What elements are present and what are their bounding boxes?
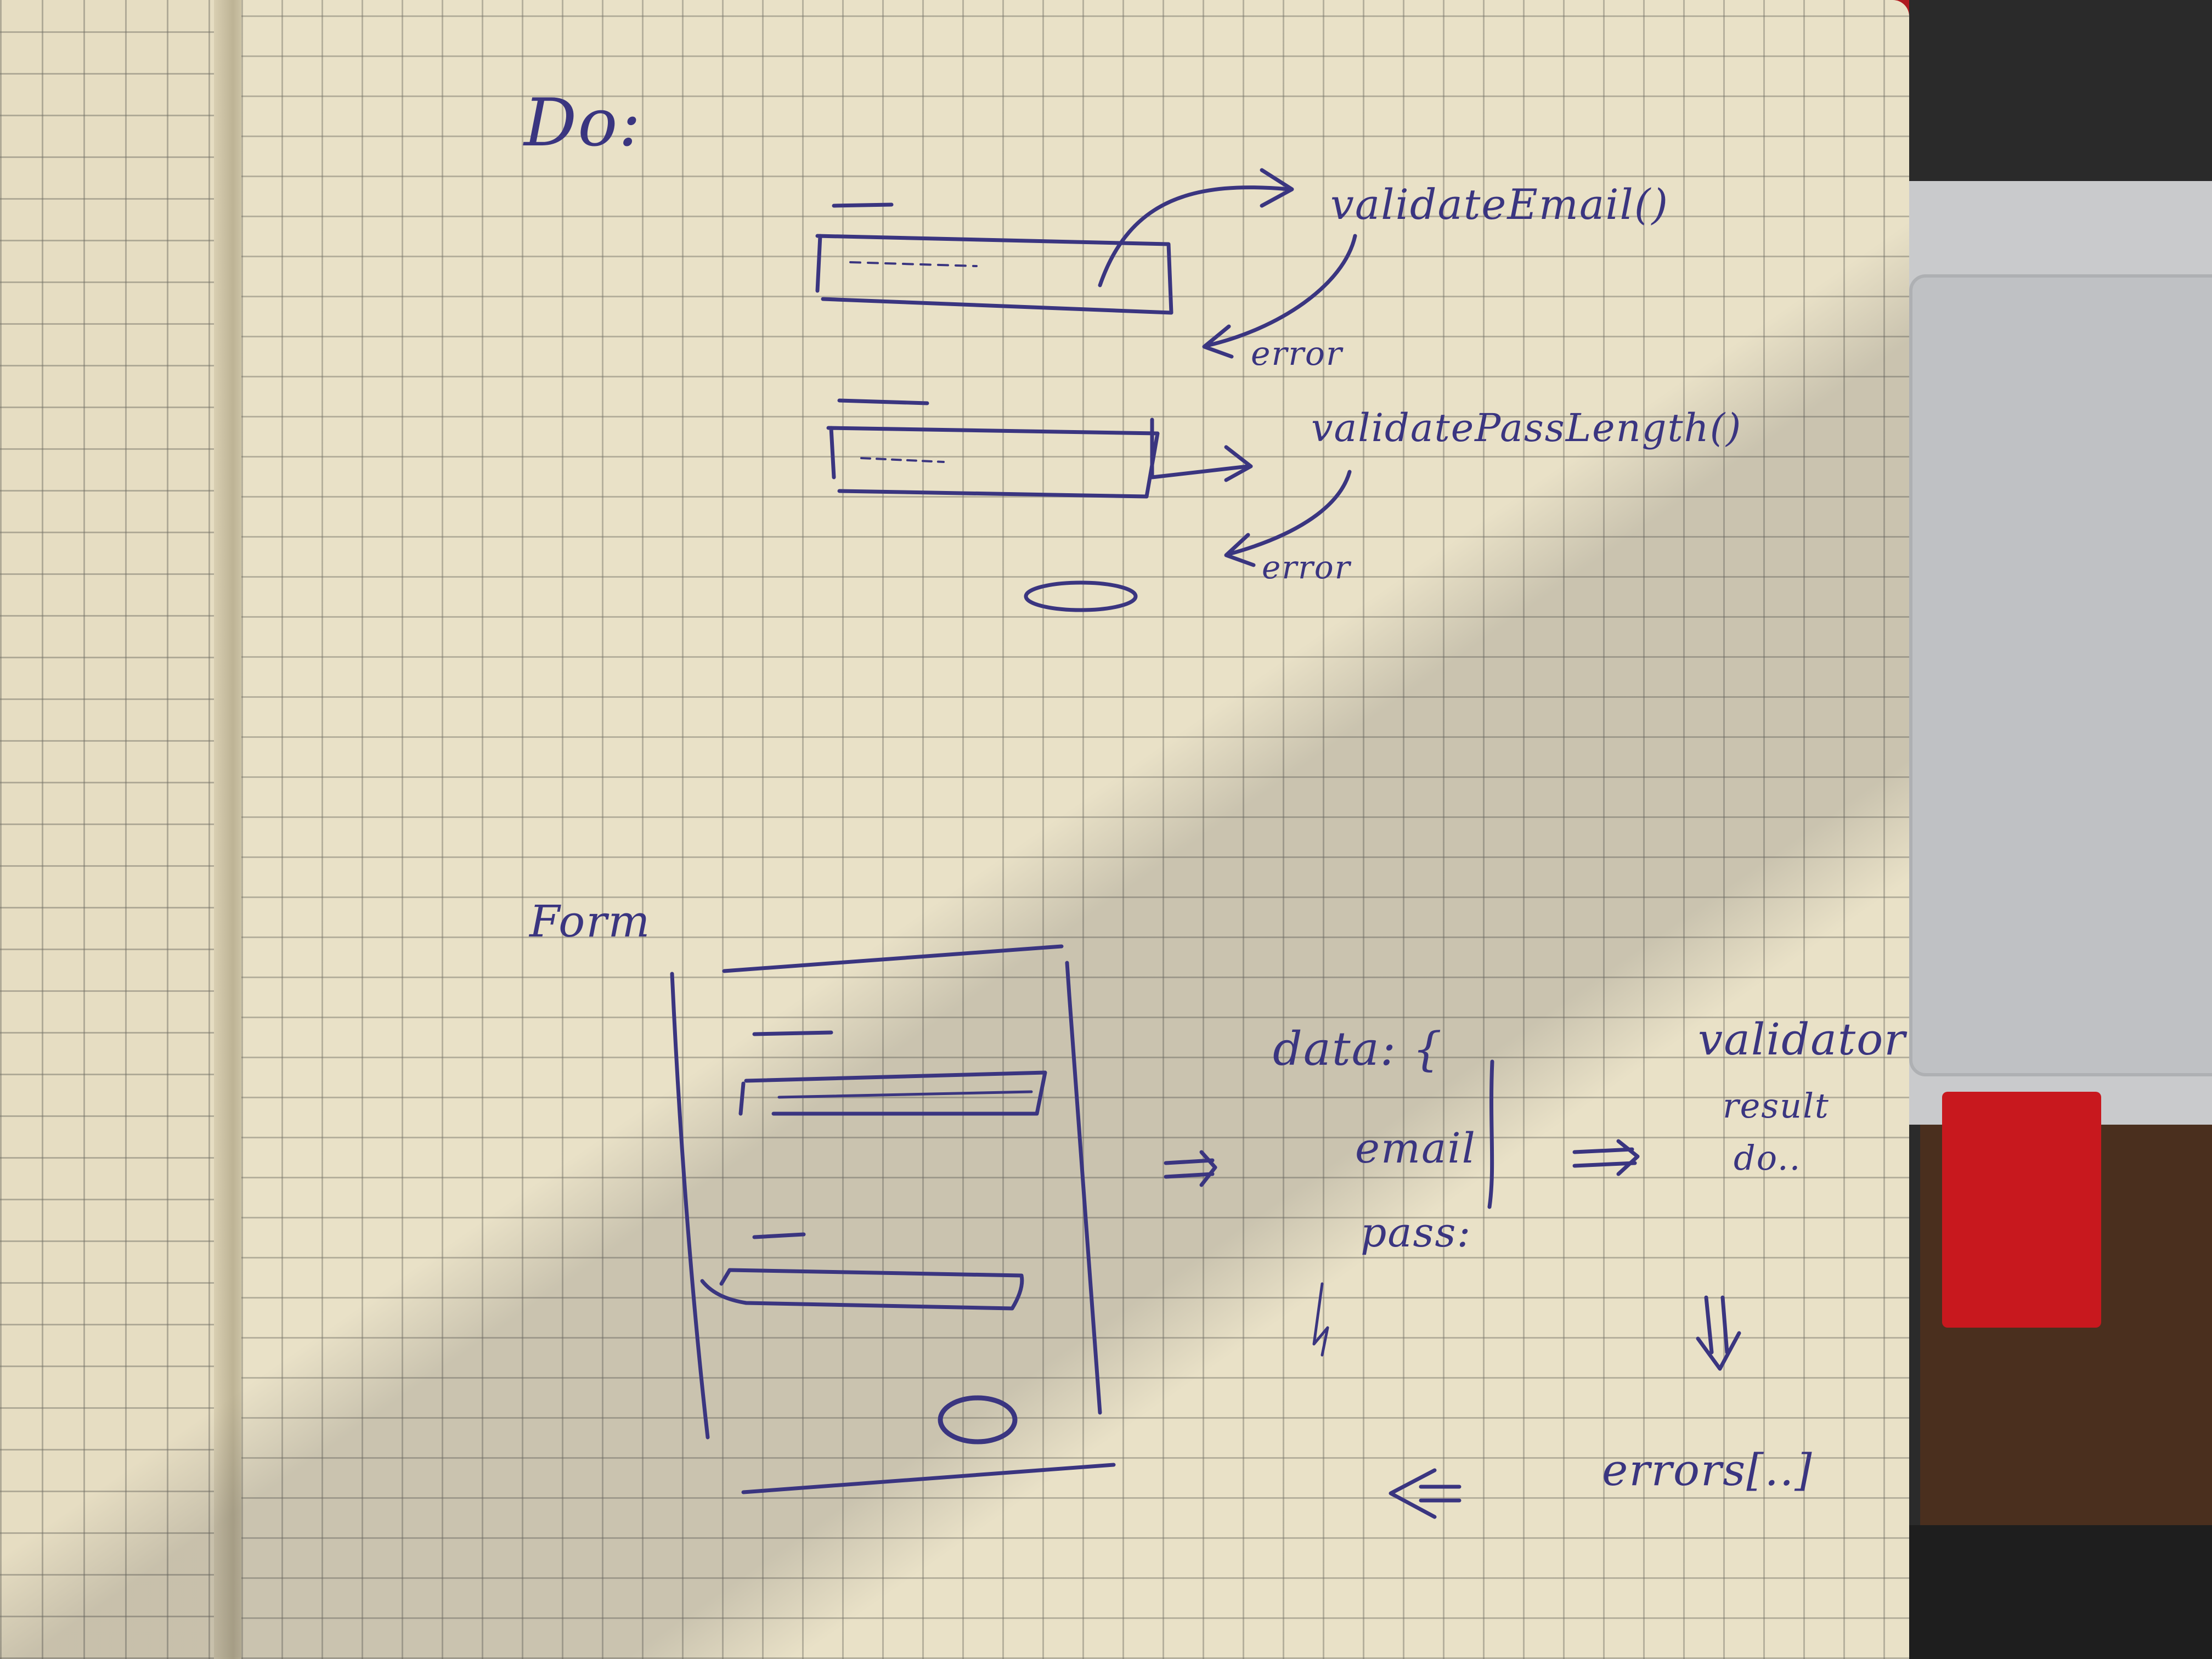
form-field1-label [752,1030,833,1036]
heading-form: Form [529,896,651,947]
data-field-pass: pass: [1361,1209,1472,1256]
form-right-line [1065,961,1102,1415]
form-submit-sketch [938,1395,1018,1444]
validate-email-label: validateEmail() [1330,180,1669,229]
arrow-head-1 [1260,168,1294,208]
shadow-band [0,0,1909,1659]
email-label-line [832,202,894,208]
error-label-2: error [1262,549,1351,586]
pass-label-line [837,398,929,405]
form-top-line [722,944,1064,973]
arrow-data-to-validator [1572,1139,1640,1176]
data-block-title: data: { [1273,1022,1443,1076]
arrow-validator-down [1696,1295,1741,1371]
heading-do: Do: [524,85,642,161]
notebook-left-page [0,0,236,1659]
validator-line-3: do.. [1734,1138,1802,1178]
pass-placeholder-line [860,457,945,463]
arrow-head-error-1 [1202,324,1234,359]
notebook-edge [1865,1525,2212,1659]
form-field1-box [738,1070,1047,1116]
red-elastic-band [1942,1092,2101,1328]
arrow-form-to-data [1164,1150,1217,1187]
arrow-error-1 [1205,234,1357,348]
validator-line-2: result [1723,1086,1830,1126]
arrow-head-2 [1224,445,1253,482]
notebook-right-page [241,0,1909,1659]
arrow-to-validate-email [1098,185,1291,287]
data-brace-line [1487,1059,1494,1209]
email-placeholder-line [849,261,978,267]
arrow-errors-to-data [1389,1468,1462,1519]
form-field1-inner [777,1090,1033,1099]
stray-stroke [1312,1282,1329,1357]
email-input-box [815,234,1173,315]
submit-button-sketch [1024,580,1138,612]
arrow-head-error-2 [1224,533,1256,567]
arrow-to-validate-pass [1150,417,1250,479]
form-field2-box [700,1268,1024,1311]
error-label-1: error [1251,335,1343,373]
validator-line-1: validator [1698,1014,1906,1065]
trackpad [1909,274,2212,1076]
form-bottom-line [741,1463,1116,1494]
errors-label: errors[..] [1602,1444,1813,1496]
keyboard [1887,0,2212,181]
pass-input-box [826,426,1160,499]
data-field-email: email [1355,1124,1476,1172]
form-left-line [670,972,710,1440]
form-field2-label [752,1232,806,1239]
arrow-error-2 [1227,470,1352,556]
validate-pass-label: validatePassLength() [1311,405,1742,450]
